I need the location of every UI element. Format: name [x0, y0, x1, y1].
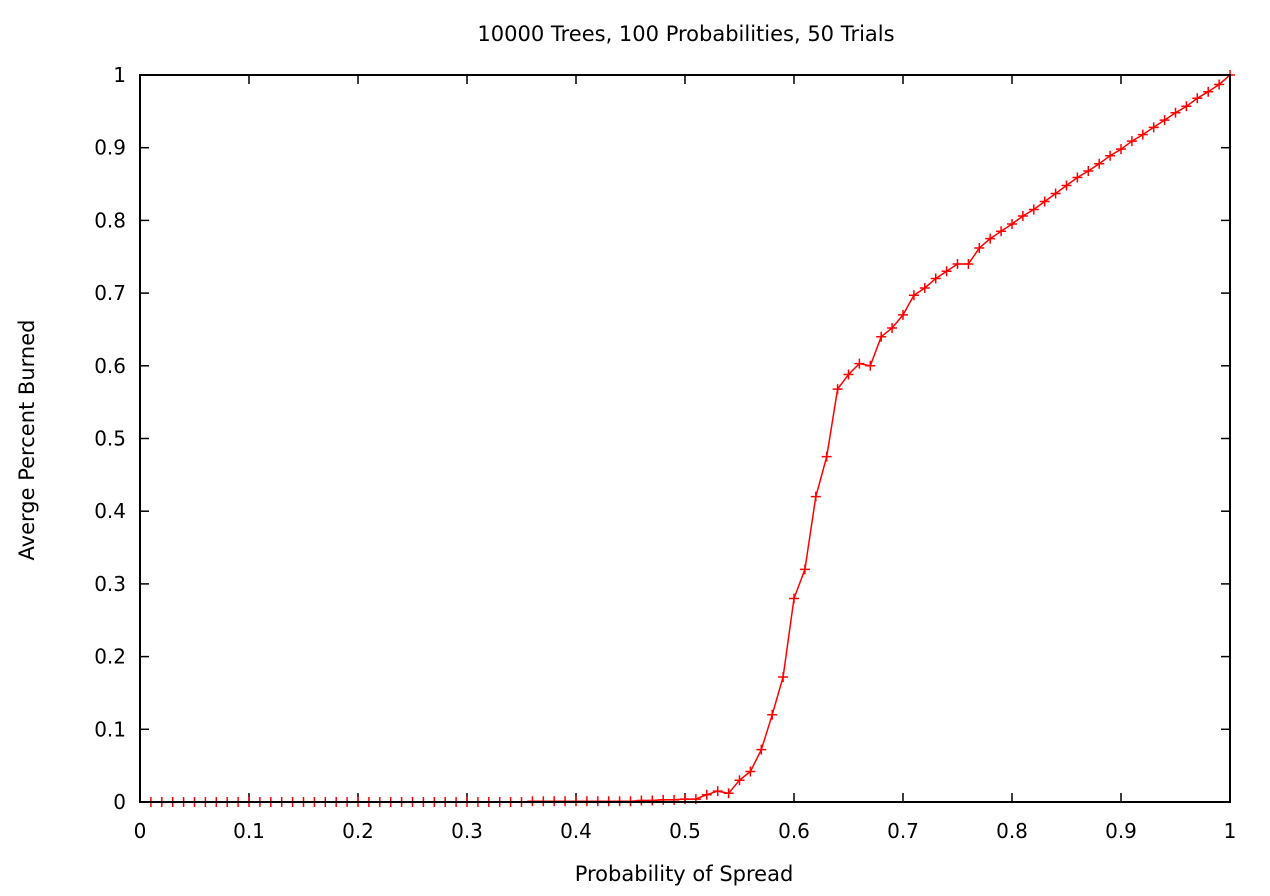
- data-point: [1050, 188, 1061, 199]
- x-axis-label: Probability of Spread: [575, 862, 794, 886]
- data-point: [1094, 158, 1105, 169]
- data-point: [723, 788, 734, 799]
- data-point: [810, 491, 821, 502]
- y-tick-label: 0: [113, 790, 126, 814]
- data-point: [930, 273, 941, 284]
- data-point: [832, 384, 843, 395]
- x-tick-label: 0.1: [233, 819, 265, 843]
- data-point: [658, 794, 669, 805]
- data-point: [1061, 180, 1072, 191]
- x-tick-label: 0.7: [887, 819, 919, 843]
- data-point: [1105, 150, 1116, 161]
- data-point: [799, 564, 810, 575]
- y-tick-label: 0.1: [94, 717, 126, 741]
- data-point: [647, 795, 658, 806]
- data-point: [1116, 144, 1126, 155]
- y-tick-label: 0.8: [94, 208, 126, 232]
- chart-title: 10000 Trees, 100 Probabilities, 50 Trial…: [477, 22, 894, 46]
- y-tick-label: 0.6: [94, 354, 126, 378]
- data-point: [1039, 196, 1050, 207]
- data-point: [734, 775, 745, 786]
- data-point: [919, 283, 930, 294]
- x-tick-label: 0.6: [778, 819, 810, 843]
- y-tick-label: 1: [113, 63, 126, 87]
- data-point: [636, 795, 647, 806]
- data-point: [1137, 129, 1148, 140]
- tick-labels: 0 0.1 0.2 0.3 0.4 0.5 0.6 0.7 0.8 0.9 1 0 0.1 0.2 0.3 0…: [94, 63, 1236, 843]
- data-point: [1214, 79, 1225, 90]
- data-point: [1126, 136, 1137, 147]
- x-tick-label: 0: [134, 819, 147, 843]
- data-point: [1192, 93, 1203, 104]
- data-point: [963, 259, 974, 270]
- data-point: [1072, 172, 1083, 183]
- data-point: [712, 786, 723, 797]
- y-tick-label: 0.9: [94, 136, 126, 160]
- data-point: [701, 789, 712, 800]
- data-point: [876, 331, 887, 342]
- data-point: [1017, 211, 1028, 222]
- x-tick-label: 0.8: [996, 819, 1028, 843]
- x-tick-label: 0.5: [669, 819, 701, 843]
- data-point: [854, 358, 865, 369]
- data-point: [952, 259, 963, 270]
- data-point: [669, 794, 680, 805]
- data-point: [756, 744, 767, 755]
- x-tick-label: 1: [1224, 819, 1237, 843]
- data-point: [1159, 115, 1170, 126]
- data-point: [1028, 204, 1039, 215]
- y-tick-label: 0.7: [94, 281, 126, 305]
- data-point: [1181, 101, 1192, 112]
- data-point: [1203, 86, 1214, 97]
- data-point: [941, 266, 952, 277]
- data-point: [1148, 122, 1159, 133]
- data-point: [843, 369, 854, 380]
- data-point: [865, 360, 876, 371]
- y-tick-label: 0.5: [94, 427, 126, 451]
- data-point: [789, 593, 799, 604]
- y-axis-label: Averge Percent Burned: [15, 320, 39, 561]
- x-tick-label: 0.9: [1105, 819, 1137, 843]
- data-point: [974, 243, 985, 254]
- x-tick-label: 0.4: [560, 819, 592, 843]
- series-group: [145, 70, 1235, 807]
- data-point: [985, 233, 996, 244]
- y-tick-label: 0.3: [94, 572, 126, 596]
- data-point: [1170, 107, 1181, 118]
- data-point: [821, 451, 832, 462]
- data-point: [767, 709, 778, 720]
- data-point: [908, 290, 919, 301]
- data-point: [778, 671, 789, 682]
- data-point: [887, 322, 898, 333]
- x-tick-label: 0.2: [342, 819, 374, 843]
- data-point: [745, 766, 756, 777]
- data-point: [1083, 165, 1094, 176]
- series-line: [150, 74, 1231, 803]
- y-tick-label: 0.2: [94, 645, 126, 669]
- y-tick-label: 0.4: [94, 499, 126, 523]
- plot-frame: [139, 74, 1231, 803]
- data-point: [996, 226, 1007, 237]
- data-point: [898, 309, 908, 320]
- data-point: [1007, 219, 1017, 230]
- x-tick-label: 0.3: [451, 819, 483, 843]
